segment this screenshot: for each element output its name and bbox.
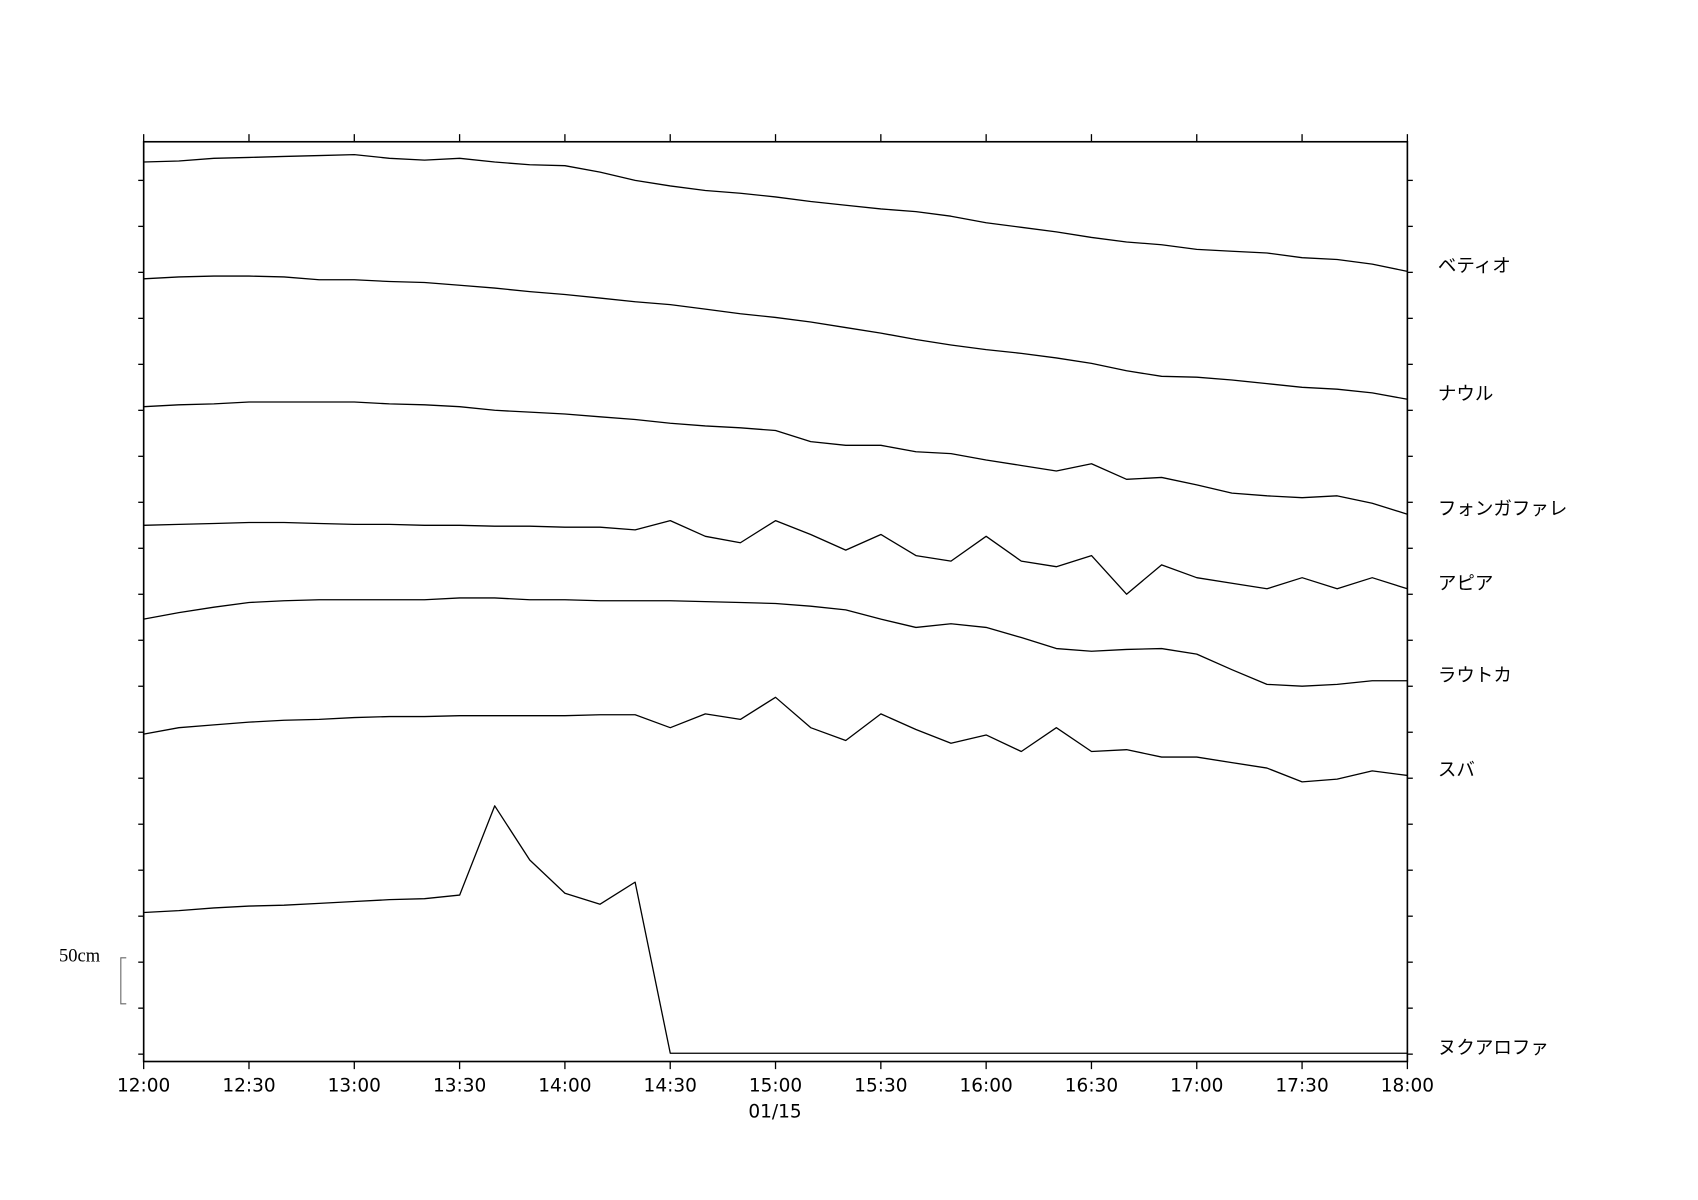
station-label: ヌクアロファ [1438, 1038, 1549, 1059]
x-tick-label: 18:00 [1381, 1076, 1434, 1097]
station-label: ラウトカ [1438, 665, 1512, 686]
station-label: ナウル [1438, 384, 1494, 405]
x-tick-label: 12:30 [222, 1076, 275, 1097]
x-tick-label: 12:00 [117, 1076, 170, 1097]
x-tick-label: 17:30 [1275, 1076, 1328, 1097]
x-axis-label: 01/15 [748, 1102, 801, 1123]
scale-bar [120, 957, 127, 1005]
x-tick-label: 16:30 [1065, 1076, 1118, 1097]
x-tick-label: 13:30 [433, 1076, 486, 1097]
x-tick-label: 14:00 [538, 1076, 591, 1097]
x-tick-label: 14:30 [644, 1076, 697, 1097]
trace-line [143, 805, 1408, 1054]
trace-line [143, 519, 1408, 595]
trace-line [143, 401, 1408, 515]
trace-line [143, 696, 1408, 783]
station-label: アピア [1438, 573, 1494, 594]
x-tick-label: 17:00 [1170, 1076, 1223, 1097]
station-label: ベティオ [1438, 256, 1511, 277]
trace-line [143, 275, 1408, 400]
x-tick-label: 13:00 [328, 1076, 381, 1097]
x-tick-label: 15:30 [854, 1076, 907, 1097]
trace-line [143, 153, 1408, 273]
station-label: フォンガファレ [1438, 499, 1568, 520]
x-tick-label: 15:00 [749, 1076, 802, 1097]
x-tick-label: 16:00 [959, 1076, 1012, 1097]
station-label: スバ [1438, 760, 1475, 781]
scale-bar-label: 50cm [59, 946, 101, 966]
trace-line [143, 597, 1408, 687]
